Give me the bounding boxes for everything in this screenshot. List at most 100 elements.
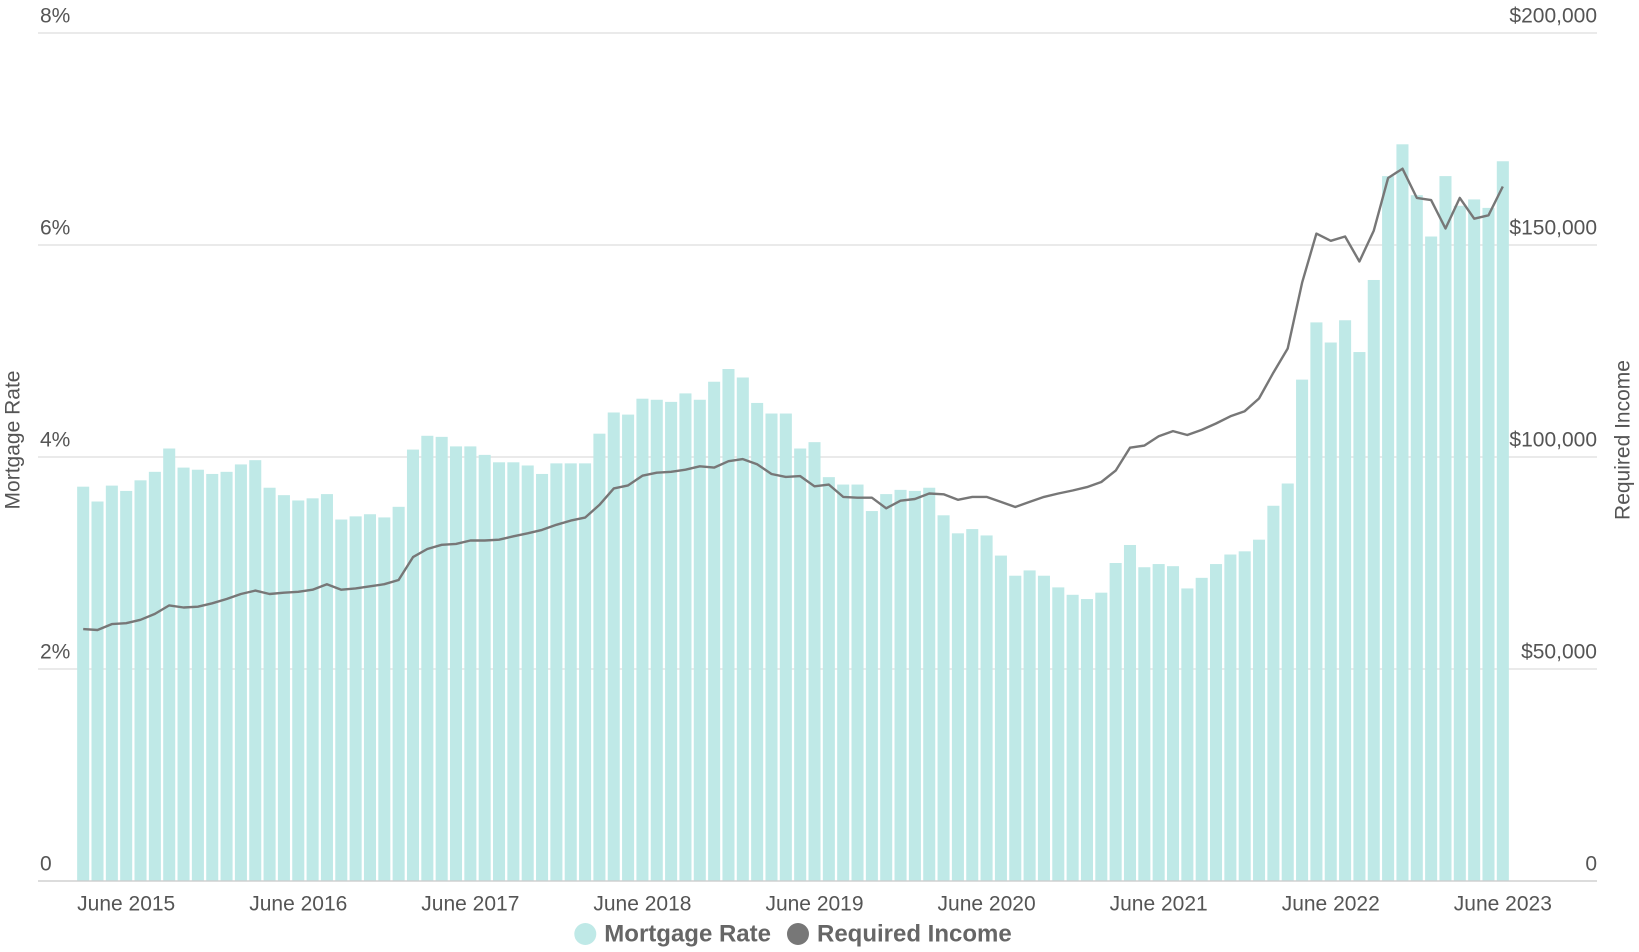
- bar: [693, 399, 706, 881]
- line: [83, 167, 1504, 632]
- bar: [1468, 199, 1481, 882]
- bar: [923, 487, 936, 881]
- bar: [1439, 176, 1452, 882]
- bar: [1080, 599, 1093, 881]
- bar: [363, 514, 376, 881]
- bar: [1296, 379, 1309, 881]
- y2-tick-label: $50,000: [1521, 641, 1597, 664]
- bar: [1281, 483, 1294, 881]
- bar: [1453, 205, 1466, 881]
- bar: [435, 436, 448, 881]
- y2-tick-label: $150,000: [1509, 217, 1597, 240]
- bar: [148, 471, 161, 881]
- bar: [406, 449, 420, 881]
- bar: [335, 519, 348, 881]
- bar: [751, 402, 764, 881]
- bar: [536, 473, 549, 881]
- bar: [1166, 566, 1180, 881]
- bar: [1482, 207, 1495, 881]
- bar: [1123, 544, 1137, 881]
- bar: [1396, 144, 1409, 882]
- bar: [736, 377, 749, 881]
- bar: [1353, 352, 1366, 881]
- bar: [220, 471, 233, 881]
- x-tick-label: June 2021: [1110, 893, 1208, 916]
- bar: [550, 463, 563, 881]
- legend-marker: [574, 923, 597, 945]
- bar: [779, 413, 792, 881]
- y2-axis-title: Required Income: [1612, 360, 1635, 520]
- bar: [478, 454, 491, 881]
- bar: [1095, 592, 1108, 881]
- y-axis-title: Mortgage Rate: [2, 371, 25, 510]
- y-tick-label: 4%: [40, 429, 70, 452]
- bar: [163, 448, 176, 881]
- bar: [1210, 564, 1223, 881]
- bar: [851, 484, 864, 881]
- bar: [980, 535, 993, 881]
- bar: [277, 495, 290, 881]
- bar: [1367, 279, 1380, 882]
- y-tick-label: 8%: [40, 5, 70, 28]
- bar: [1009, 575, 1022, 881]
- bar: [579, 463, 592, 881]
- y-tick-label: 2%: [40, 641, 70, 664]
- bar: [1382, 176, 1395, 882]
- bar: [349, 516, 362, 881]
- bar: [134, 480, 147, 881]
- bar: [292, 500, 305, 881]
- bar: [120, 490, 133, 881]
- bar: [951, 533, 964, 881]
- bar: [808, 442, 821, 881]
- legend: Mortgage Rate Required Income: [574, 920, 1012, 947]
- bar: [880, 494, 893, 881]
- bar: [521, 465, 534, 881]
- bar: [1138, 567, 1151, 881]
- bar: [421, 435, 434, 881]
- bar: [1037, 575, 1050, 881]
- bar: [937, 515, 950, 881]
- bar: [1324, 342, 1337, 881]
- x-tick-label: June 2018: [593, 893, 691, 916]
- legend-marker: [786, 923, 809, 945]
- bar: [392, 506, 405, 881]
- bar: [636, 398, 649, 881]
- bar: [1052, 587, 1065, 881]
- bar: [908, 490, 921, 881]
- bar: [1496, 161, 1509, 881]
- legend-label: Required Income: [817, 920, 1012, 947]
- bar: [1425, 236, 1438, 881]
- bar: [966, 529, 979, 881]
- bar: [765, 413, 778, 881]
- x-tick-label: June 2020: [938, 893, 1036, 916]
- bar: [105, 485, 118, 881]
- bar: [493, 462, 506, 881]
- bar: [994, 555, 1007, 881]
- bar: [378, 517, 391, 881]
- bar: [1181, 588, 1194, 881]
- bar: [1267, 505, 1280, 881]
- bar: [507, 462, 520, 881]
- bar: [1195, 577, 1208, 881]
- bar: [306, 498, 319, 881]
- bar: [320, 494, 333, 881]
- bar: [1023, 570, 1036, 881]
- x-tick-label: June 2019: [765, 893, 863, 916]
- bar: [722, 369, 735, 881]
- bar: [837, 484, 850, 881]
- bar: [263, 487, 276, 881]
- bar: [1109, 563, 1122, 881]
- x-tick-label: June 2023: [1454, 893, 1552, 916]
- bar: [191, 469, 204, 881]
- bar: [622, 414, 635, 881]
- bar: [894, 489, 907, 881]
- bar: [822, 477, 835, 881]
- bar: [607, 412, 620, 881]
- bar: [865, 511, 878, 881]
- x-tick-label: June 2015: [77, 893, 175, 916]
- bar: [665, 401, 678, 881]
- bar: [593, 433, 606, 881]
- bar: [206, 473, 219, 881]
- bar: [77, 486, 90, 881]
